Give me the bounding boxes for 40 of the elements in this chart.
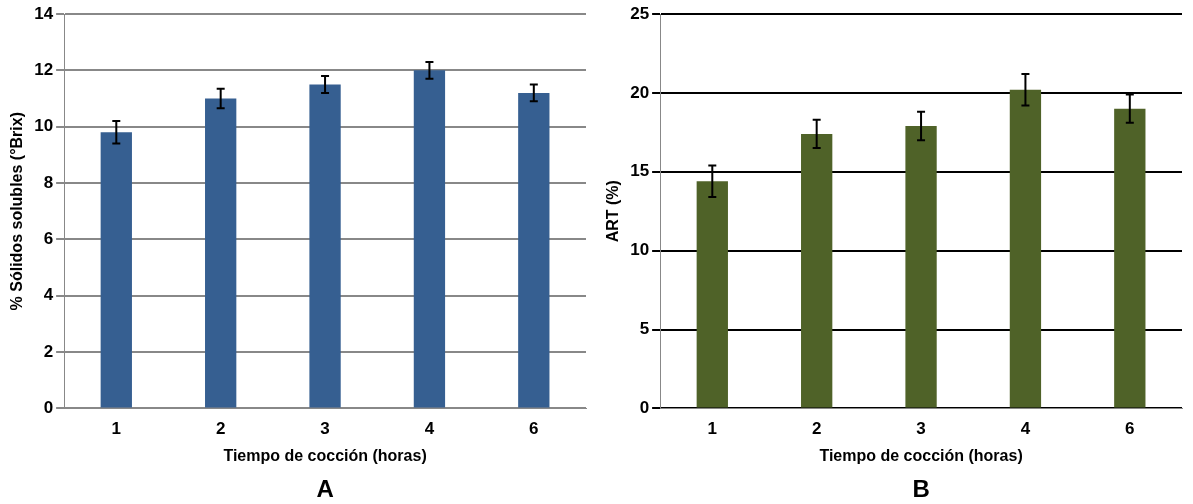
bar	[413, 70, 446, 408]
x-tick-label: 1	[111, 419, 122, 439]
x-tick-label: 3	[916, 419, 926, 439]
x-tick-label: 3	[320, 419, 330, 439]
y-tick-label: 5	[639, 319, 650, 339]
y-tick-label: 10	[630, 240, 650, 260]
bar	[1114, 108, 1146, 408]
y-tick-label: 15	[630, 161, 650, 181]
y-tick-label: 4	[43, 285, 54, 305]
bar	[801, 133, 833, 408]
x-tick-label: 4	[1020, 419, 1031, 439]
y-tick-label: 2	[43, 341, 54, 361]
x-tick-label: 4	[424, 419, 435, 439]
text: B	[912, 474, 930, 502]
x-tick-label: 6	[1125, 419, 1135, 439]
bar	[518, 92, 550, 408]
y-tick-label: 0	[43, 398, 54, 418]
y-tick-label: 6	[43, 229, 54, 249]
y-tick-label: 20	[630, 82, 650, 102]
x-axis-title: Tiempo de cocción (horas)	[819, 446, 1023, 464]
y-axis-title: ART (%)	[604, 180, 622, 243]
text: A	[316, 474, 334, 502]
y-tick-label: 8	[43, 172, 54, 192]
x-tick-label: 2	[811, 419, 822, 439]
x-tick-label: 6	[529, 419, 539, 439]
bar	[205, 98, 237, 408]
y-tick-label: 0	[639, 398, 650, 418]
y-tick-label: 25	[630, 3, 650, 23]
x-tick-label: 2	[215, 419, 226, 439]
bar	[309, 84, 341, 408]
x-tick-label: 1	[707, 419, 718, 439]
y-tick-label: 14	[34, 3, 54, 23]
bar	[100, 132, 132, 408]
y-tick-label: 12	[34, 60, 54, 80]
bar	[905, 126, 937, 408]
bar	[696, 181, 728, 408]
y-tick-label: 10	[34, 116, 54, 136]
x-axis-title: Tiempo de cocción (horas)	[223, 446, 427, 464]
bar	[1009, 89, 1042, 408]
y-axis-title: % Sólidos solubles (°Brix)	[8, 111, 26, 311]
